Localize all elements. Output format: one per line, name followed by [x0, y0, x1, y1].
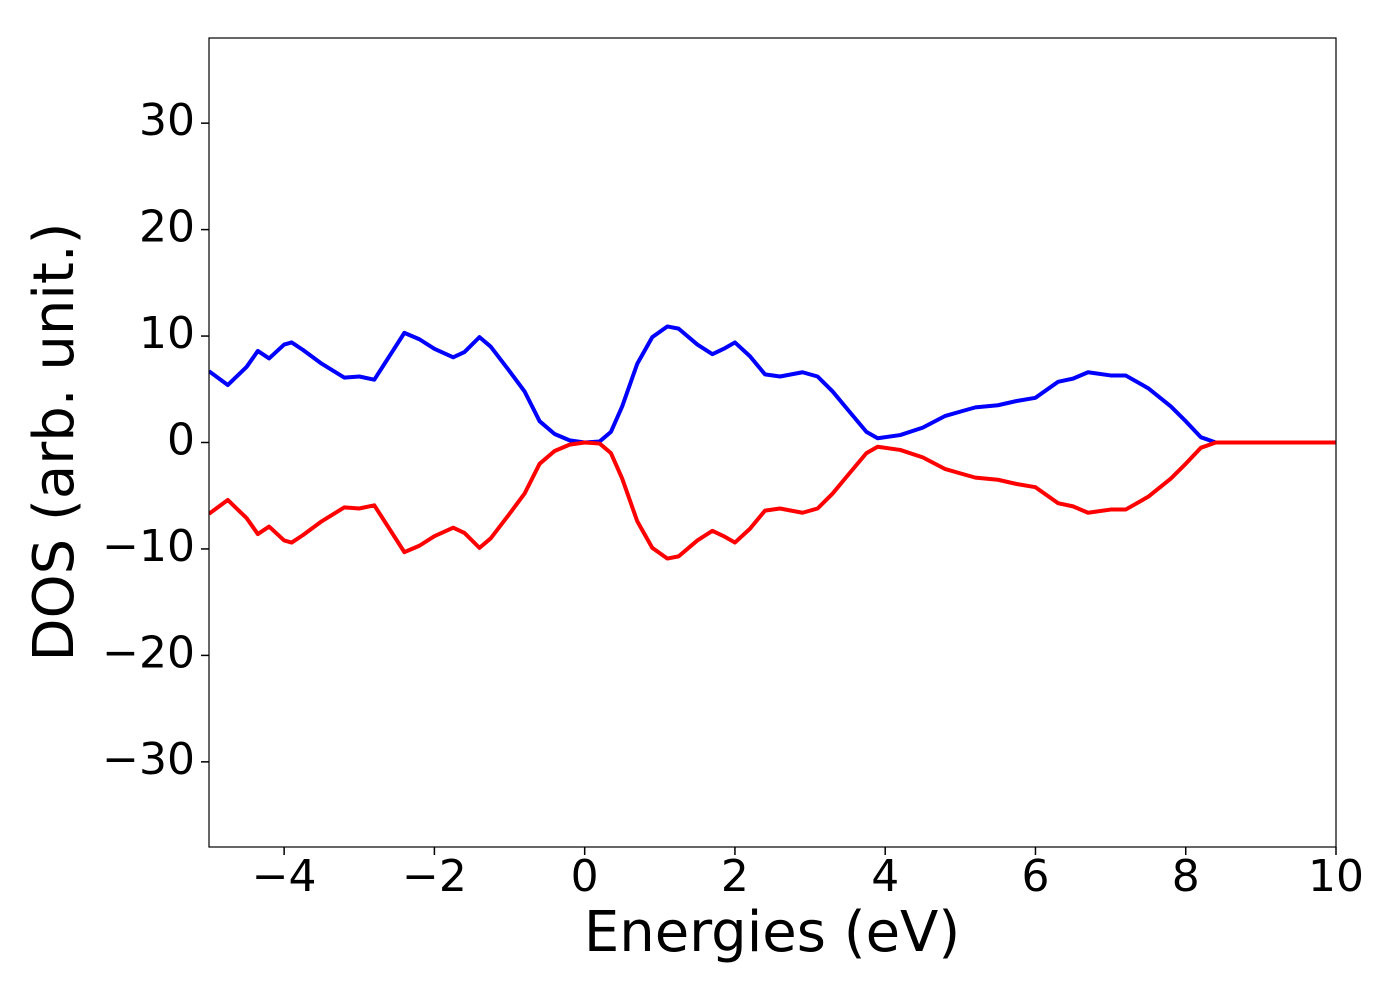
x-tick-label: 10 [1308, 851, 1364, 902]
y-tick-label: 0 [167, 415, 195, 466]
data-line [209, 440, 1336, 561]
x-tick-label: 6 [1021, 851, 1049, 902]
x-tick-label: 0 [571, 851, 599, 902]
y-tick-label: 20 [139, 202, 195, 253]
x-axis-label: Energies (eV) [584, 900, 960, 965]
y-tick-label: −10 [102, 521, 195, 572]
y-tick-label: 30 [139, 95, 195, 146]
y-tick-label: −20 [102, 627, 195, 678]
plot-frame [208, 37, 1337, 848]
x-tick-label: 4 [871, 851, 899, 902]
x-tick-label: −4 [252, 851, 317, 902]
y-tick-label: −30 [102, 734, 195, 785]
y-tick-label: 10 [139, 308, 195, 359]
data-line [209, 324, 1336, 445]
x-tick-label: 8 [1172, 851, 1200, 902]
y-axis-label: DOS (arb. unit.) [22, 222, 87, 661]
x-tick-label: 2 [721, 851, 749, 902]
x-tick-label: −2 [402, 851, 467, 902]
